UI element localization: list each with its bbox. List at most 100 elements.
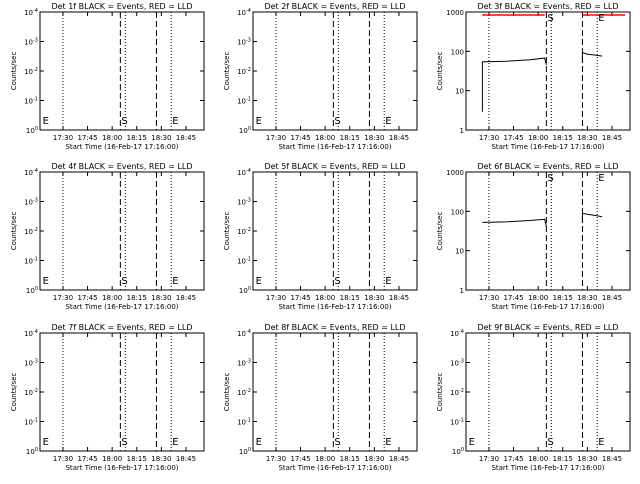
y-tick-label: 10-1 — [24, 418, 38, 427]
y-tick-label: 10-3 — [24, 198, 38, 207]
panel-title: Det 9f BLACK = Events, RED = LLD — [477, 323, 618, 332]
x-axis-label: Start Time (16-Feb-17 17:16:00) — [491, 143, 604, 151]
marker-e: E — [172, 437, 178, 448]
panel-title: Det 2f BLACK = Events, RED = LLD — [264, 2, 405, 11]
y-tick-label: 10-4 — [237, 329, 251, 338]
x-tick-label: 17:30 — [479, 455, 499, 463]
x-tick-label: 18:15 — [340, 294, 360, 302]
panel-title: Det 8f BLACK = Events, RED = LLD — [264, 323, 405, 332]
y-tick-label: 10-3 — [24, 38, 38, 47]
x-tick-label: 17:45 — [77, 294, 97, 302]
plot-frame — [39, 11, 205, 131]
plot-frame — [252, 332, 418, 452]
marker-e: E — [172, 276, 178, 287]
x-tick-label: 17:45 — [503, 294, 523, 302]
marker-e: E — [385, 116, 391, 127]
x-tick-label: 17:45 — [290, 134, 310, 142]
x-tick-label: 18:00 — [528, 134, 548, 142]
series-events — [581, 212, 603, 222]
y-tick-label: 1 — [460, 127, 464, 135]
marker-e: E — [598, 437, 604, 448]
y-tick-label: 100 — [451, 208, 464, 216]
y-tick-label: 10-4 — [24, 168, 38, 177]
panel-det-2: Det 2f BLACK = Events, RED = LLD 100 10-1 1… — [223, 2, 418, 151]
x-axis-label: Start Time (16-Feb-17 17:16:00) — [65, 143, 178, 151]
marker-e: E — [385, 437, 391, 448]
y-tick-label: 100 — [26, 447, 38, 456]
x-tick-label: 17:45 — [503, 455, 523, 463]
x-tick-label: 18:30 — [364, 294, 384, 302]
x-tick-label: 17:45 — [290, 455, 310, 463]
panel-det-1: Det 1f BLACK = Events, RED = LLD 100 10-1 1… — [10, 2, 205, 151]
y-tick-label: 100 — [26, 126, 38, 135]
y-tick-label: 10-1 — [237, 97, 251, 106]
y-tick-label: 10-2 — [24, 388, 38, 397]
y-tick-label: 10-2 — [237, 227, 251, 236]
x-tick-label: 18:15 — [553, 134, 573, 142]
plot-frame — [465, 171, 631, 291]
x-tick-label: 18:00 — [102, 134, 122, 142]
marker-e: E — [43, 116, 49, 127]
x-tick-label: 18:15 — [340, 455, 360, 463]
y-tick-label: 10-2 — [237, 67, 251, 76]
series-events — [581, 51, 603, 62]
x-tick-label: 18:45 — [602, 134, 622, 142]
x-tick-label: 17:30 — [266, 134, 286, 142]
x-tick-label: 17:30 — [53, 294, 73, 302]
x-tick-label: 18:15 — [340, 134, 360, 142]
y-tick-label: 100 — [26, 286, 38, 295]
plot-frame — [252, 11, 418, 131]
y-tick-label: 10-2 — [237, 388, 251, 397]
marker-s: S — [121, 437, 127, 448]
marker-s: S — [547, 437, 553, 448]
y-tick-label: 1000 — [446, 9, 464, 17]
y-tick-label: 100 — [239, 126, 251, 135]
marker-s: S — [547, 173, 553, 184]
x-tick-label: 18:00 — [315, 294, 335, 302]
panel-title: Det 4f BLACK = Events, RED = LLD — [51, 162, 192, 171]
x-tick-label: 18:45 — [389, 455, 409, 463]
x-axis-label: Start Time (16-Feb-17 17:16:00) — [278, 464, 391, 472]
x-tick-label: 18:15 — [127, 134, 147, 142]
y-axis-label: Counts/sec — [10, 212, 18, 251]
x-tick-label: 18:30 — [364, 134, 384, 142]
marker-e: E — [256, 276, 262, 287]
marker-s: S — [121, 276, 127, 287]
y-tick-label: 10-2 — [24, 227, 38, 236]
marker-s: S — [334, 276, 340, 287]
y-tick-label: 10-3 — [450, 359, 464, 368]
x-tick-label: 18:00 — [528, 455, 548, 463]
panel-det-7: Det 7f BLACK = Events, RED = LLD 100 10-1 1… — [10, 323, 205, 472]
x-tick-label: 18:30 — [577, 134, 597, 142]
y-tick-label: 10-3 — [24, 359, 38, 368]
x-tick-label: 18:00 — [102, 294, 122, 302]
x-tick-label: 18:45 — [176, 294, 196, 302]
marker-e: E — [598, 173, 604, 184]
panel-det-3: Det 3f BLACK = Events, RED = LLD 1 10 100 10… — [436, 2, 631, 151]
x-tick-label: 17:30 — [266, 455, 286, 463]
marker-e: E — [256, 437, 262, 448]
marker-s: S — [334, 116, 340, 127]
y-tick-label: 1 — [460, 287, 464, 295]
x-tick-label: 18:15 — [127, 294, 147, 302]
panel-det-9: Det 9f BLACK = Events, RED = LLD 100 10-1 1… — [436, 323, 631, 472]
x-tick-label: 18:30 — [151, 455, 171, 463]
x-tick-label: 18:30 — [364, 455, 384, 463]
y-tick-label: 100 — [451, 48, 464, 56]
x-tick-label: 18:45 — [176, 134, 196, 142]
x-tick-label: 17:45 — [77, 455, 97, 463]
x-tick-label: 18:15 — [553, 294, 573, 302]
x-tick-label: 17:30 — [53, 134, 73, 142]
x-tick-label: 18:00 — [315, 455, 335, 463]
y-tick-label: 10-3 — [237, 359, 251, 368]
y-tick-label: 10-1 — [450, 418, 464, 427]
x-tick-label: 18:30 — [151, 134, 171, 142]
panel-det-8: Det 8f BLACK = Events, RED = LLD 100 10-1 1… — [223, 323, 418, 472]
x-tick-label: 18:15 — [127, 455, 147, 463]
x-tick-label: 18:00 — [102, 455, 122, 463]
series-events — [482, 218, 547, 227]
panel-det-5: Det 5f BLACK = Events, RED = LLD 100 10-1 1… — [223, 162, 418, 311]
x-tick-label: 17:45 — [77, 134, 97, 142]
x-tick-label: 17:30 — [479, 134, 499, 142]
